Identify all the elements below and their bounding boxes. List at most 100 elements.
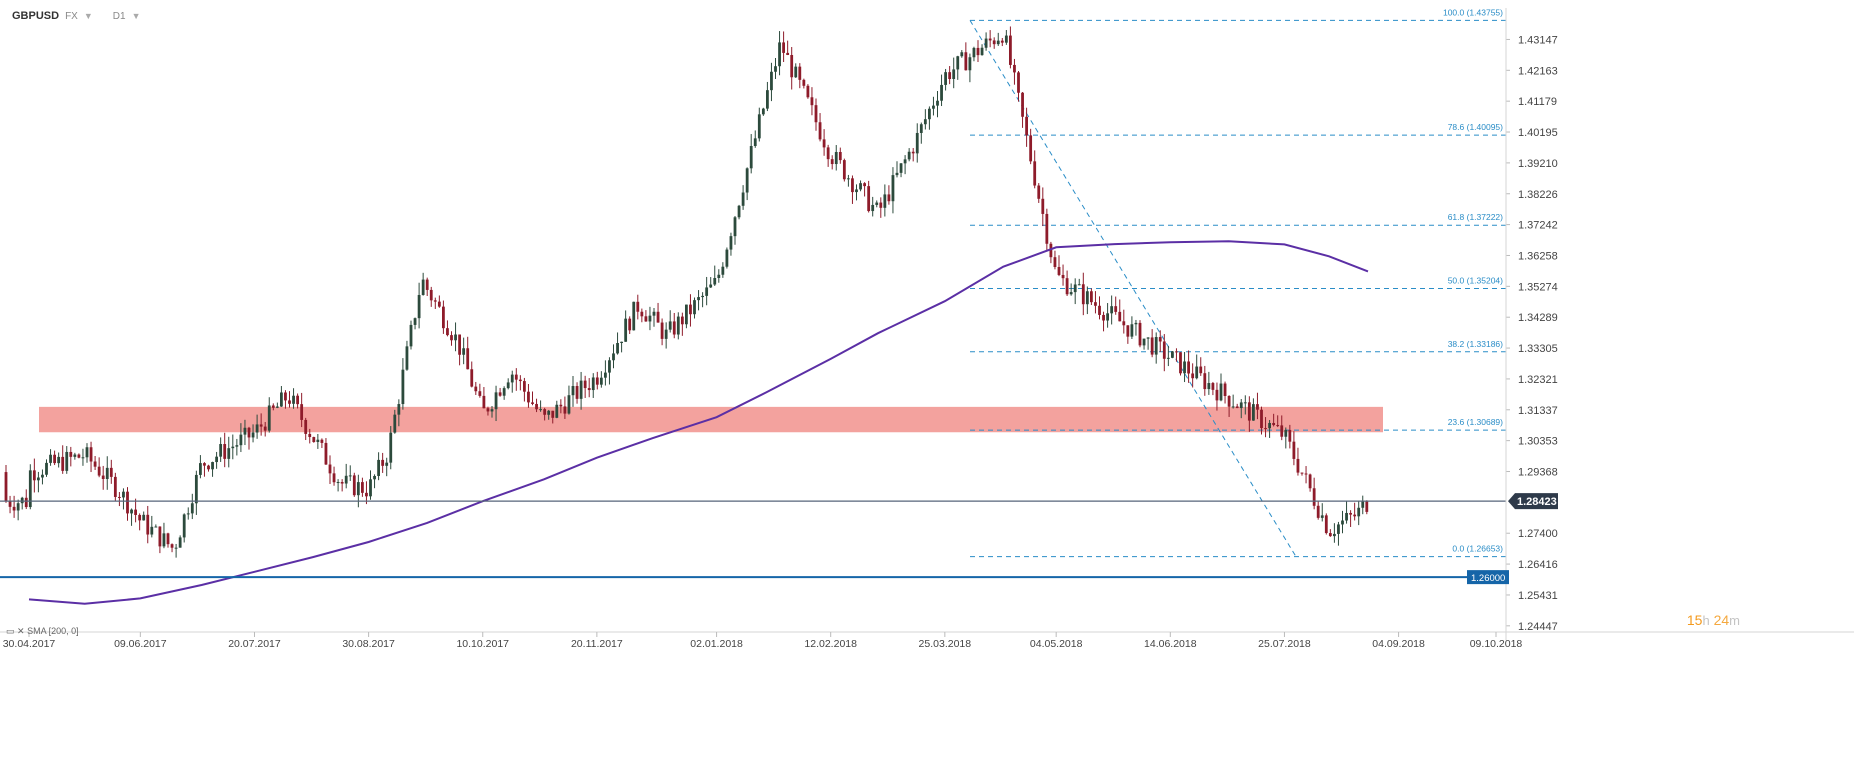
candle-up: [1130, 324, 1134, 337]
candle-down: [328, 464, 332, 474]
candle-down: [1179, 352, 1182, 374]
candle-down: [680, 316, 684, 325]
candle-up: [932, 105, 935, 109]
candle-down: [1041, 198, 1045, 214]
x-tick-label: 09.06.2017: [114, 638, 167, 650]
y-tick-label: 1.41179: [1518, 96, 1557, 108]
candle-down: [446, 328, 449, 336]
candle-down: [583, 380, 587, 389]
candle-up: [940, 84, 943, 101]
timeframe-label[interactable]: D1: [112, 10, 126, 22]
candle-up: [980, 47, 984, 56]
candle-down: [203, 463, 206, 466]
indicator-legend: ▭ ✕ SMA [200, 0]: [6, 626, 79, 637]
candle-up: [733, 217, 737, 237]
candle-down: [1276, 425, 1280, 427]
candle-up: [996, 40, 1000, 45]
candle-down: [976, 47, 980, 56]
support-level-badge: [1467, 570, 1509, 585]
close-icon[interactable]: ✕: [17, 626, 25, 636]
candle-up: [668, 321, 672, 330]
candle-up: [713, 277, 717, 285]
candle-up: [255, 424, 259, 433]
candle-down: [97, 466, 101, 476]
candle-down: [442, 306, 445, 329]
fib-level-label: 78.6 (1.40095): [1448, 122, 1503, 132]
candle-up: [227, 448, 231, 459]
candle-up: [895, 172, 899, 176]
candle-down: [340, 482, 344, 484]
candle-down: [1256, 404, 1259, 410]
candle-up: [373, 475, 376, 480]
candle-down: [1009, 35, 1012, 65]
candle-down: [474, 386, 478, 392]
candle-up: [49, 454, 52, 463]
candle-up: [1069, 292, 1073, 295]
candle-down: [1288, 429, 1292, 442]
candle-up: [105, 467, 109, 480]
candle-down: [433, 300, 437, 302]
symbol-label[interactable]: GBPUSD: [12, 10, 60, 22]
y-tick-label: 1.34289: [1518, 312, 1558, 324]
candle-down: [535, 403, 538, 410]
candle-down: [838, 151, 842, 161]
candle-up: [1146, 337, 1150, 339]
candle-down: [300, 404, 304, 420]
candle-down: [818, 122, 822, 140]
candle-down: [158, 526, 162, 547]
candle-down: [1065, 278, 1069, 295]
candle-up: [859, 183, 862, 190]
indicator-settings-icon[interactable]: ▭: [6, 626, 15, 636]
candle-down: [863, 183, 866, 187]
candle-up: [502, 388, 506, 396]
candle-up: [405, 346, 409, 370]
candle-down: [1353, 514, 1357, 517]
candle-down: [381, 459, 385, 466]
candle-down: [1126, 325, 1130, 337]
candle-up: [215, 456, 218, 463]
x-tick-label: 25.07.2018: [1258, 638, 1311, 650]
x-tick-label: 12.02.2018: [804, 638, 857, 650]
candle-up: [1231, 406, 1235, 408]
candle-up: [923, 119, 927, 125]
candle-up: [1341, 520, 1344, 525]
candle-down: [1324, 515, 1328, 534]
candle-up: [778, 42, 781, 67]
candle-up: [316, 439, 320, 442]
candle-down: [482, 395, 486, 409]
candle-up: [539, 409, 542, 411]
candle-up: [344, 475, 348, 484]
candle-down: [1187, 361, 1190, 374]
candle-up: [57, 456, 61, 464]
candle-down: [365, 492, 368, 497]
candle-up: [579, 380, 583, 399]
candle-down: [672, 321, 676, 335]
chevron-down-icon[interactable]: ▼: [131, 11, 141, 21]
candle-up: [903, 159, 907, 164]
candle-down: [1175, 351, 1178, 353]
y-tick-label: 1.40195: [1518, 127, 1558, 139]
candle-up: [875, 202, 879, 205]
candle-down: [1247, 402, 1251, 421]
candle-up: [936, 100, 939, 106]
candle-up: [847, 178, 850, 180]
candle-up: [37, 477, 40, 481]
x-tick-label: 20.07.2017: [228, 638, 281, 650]
candle-up: [1320, 515, 1324, 518]
candle-down: [1328, 533, 1332, 537]
candle-countdown: 15h 24m: [1687, 612, 1740, 628]
candle-up: [275, 406, 279, 408]
candle-down: [207, 465, 210, 470]
candle-up: [369, 479, 372, 497]
y-tick-label: 1.25431: [1518, 590, 1558, 602]
candle-down: [1227, 395, 1231, 407]
candle-up: [1110, 306, 1114, 314]
chevron-down-icon[interactable]: ▼: [83, 11, 93, 21]
candle-down: [802, 79, 806, 86]
candle-up: [1106, 313, 1109, 321]
candle-down: [1191, 373, 1195, 379]
candle-down: [4, 472, 8, 502]
y-tick-label: 1.37242: [1518, 220, 1558, 232]
candle-down: [689, 304, 692, 315]
candle-down: [782, 42, 785, 53]
